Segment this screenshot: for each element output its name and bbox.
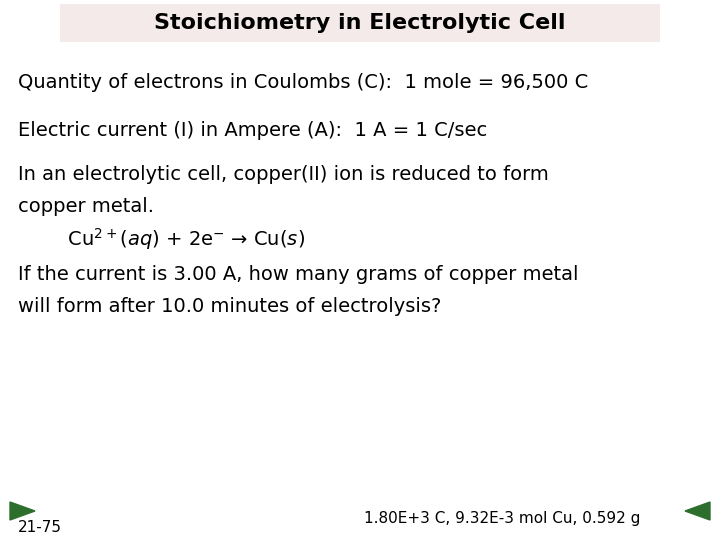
Text: will form after 10.0 minutes of electrolysis?: will form after 10.0 minutes of electrol… xyxy=(18,298,441,316)
FancyBboxPatch shape xyxy=(60,4,660,42)
Text: copper metal.: copper metal. xyxy=(18,198,154,217)
Text: 21-75: 21-75 xyxy=(18,521,62,536)
Text: Quantity of electrons in Coulombs (C):  1 mole = 96,500 C: Quantity of electrons in Coulombs (C): 1… xyxy=(18,72,588,91)
Polygon shape xyxy=(10,502,35,520)
Text: Stoichiometry in Electrolytic Cell: Stoichiometry in Electrolytic Cell xyxy=(154,13,566,33)
Polygon shape xyxy=(685,502,710,520)
Text: Electric current (I) in Ampere (A):  1 A = 1 C/sec: Electric current (I) in Ampere (A): 1 A … xyxy=(18,120,487,139)
Text: Cu$^{2+}$($aq$) + 2e$^{-}$ → Cu($s$): Cu$^{2+}$($aq$) + 2e$^{-}$ → Cu($s$) xyxy=(18,226,305,252)
Text: 1.80E+3 C, 9.32E-3 mol Cu, 0.592 g: 1.80E+3 C, 9.32E-3 mol Cu, 0.592 g xyxy=(364,510,640,525)
Text: If the current is 3.00 A, how many grams of copper metal: If the current is 3.00 A, how many grams… xyxy=(18,266,578,285)
Text: In an electrolytic cell, copper(II) ion is reduced to form: In an electrolytic cell, copper(II) ion … xyxy=(18,165,549,185)
